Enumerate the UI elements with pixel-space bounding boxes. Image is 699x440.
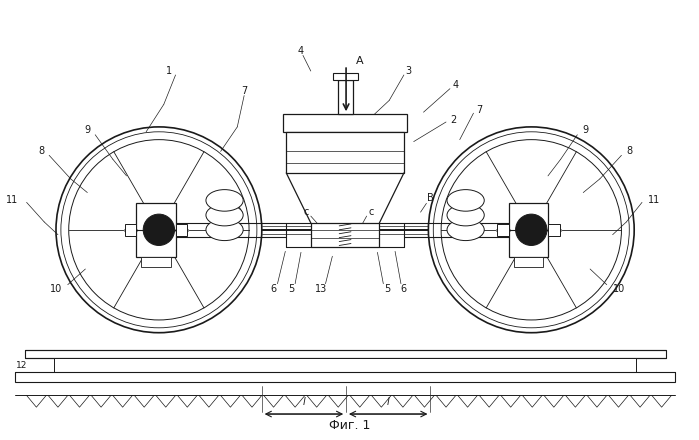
Bar bbox=[136, 203, 175, 257]
Bar bbox=[333, 73, 358, 80]
Circle shape bbox=[516, 214, 547, 246]
Text: 8: 8 bbox=[38, 147, 44, 156]
Bar bbox=[287, 132, 404, 173]
Text: 1: 1 bbox=[166, 66, 172, 76]
Bar bbox=[24, 350, 665, 358]
Text: A: A bbox=[356, 56, 363, 66]
Text: 11: 11 bbox=[6, 195, 18, 205]
Text: 9: 9 bbox=[582, 125, 589, 135]
Ellipse shape bbox=[206, 204, 243, 226]
Circle shape bbox=[143, 214, 175, 246]
Bar bbox=[338, 80, 353, 114]
Text: B: B bbox=[427, 194, 433, 203]
Bar bbox=[124, 224, 136, 236]
Ellipse shape bbox=[206, 190, 243, 211]
Text: 9: 9 bbox=[85, 125, 90, 135]
Text: 6: 6 bbox=[401, 284, 407, 293]
Ellipse shape bbox=[447, 219, 484, 241]
Text: 4: 4 bbox=[298, 47, 304, 56]
Ellipse shape bbox=[206, 219, 243, 241]
Text: 5: 5 bbox=[288, 284, 294, 293]
Bar bbox=[141, 257, 171, 267]
Text: 13: 13 bbox=[315, 284, 326, 293]
Text: Фиг. 1: Фиг. 1 bbox=[329, 419, 370, 432]
Text: 10: 10 bbox=[50, 284, 62, 293]
Bar bbox=[514, 257, 543, 267]
Bar bbox=[54, 358, 636, 372]
Text: 11: 11 bbox=[648, 195, 660, 205]
Circle shape bbox=[517, 216, 545, 243]
Text: 12: 12 bbox=[16, 360, 27, 370]
Text: l: l bbox=[387, 397, 389, 407]
Bar bbox=[15, 372, 675, 381]
Text: 8: 8 bbox=[626, 147, 633, 156]
Ellipse shape bbox=[447, 204, 484, 226]
Text: 6: 6 bbox=[271, 284, 277, 293]
Bar bbox=[509, 203, 548, 257]
Text: 4: 4 bbox=[453, 80, 459, 90]
Bar bbox=[311, 223, 380, 247]
Circle shape bbox=[145, 216, 173, 243]
Ellipse shape bbox=[447, 190, 484, 211]
Bar bbox=[497, 224, 509, 236]
Text: l: l bbox=[303, 397, 305, 407]
Text: 2: 2 bbox=[449, 115, 456, 125]
Text: 7: 7 bbox=[241, 86, 247, 95]
Text: 10: 10 bbox=[613, 284, 626, 293]
Text: c: c bbox=[369, 207, 374, 217]
Bar bbox=[283, 114, 407, 132]
Bar bbox=[175, 224, 187, 236]
Text: c: c bbox=[303, 207, 308, 217]
Text: 3: 3 bbox=[405, 66, 412, 76]
Bar bbox=[548, 224, 560, 236]
Text: B: B bbox=[229, 194, 236, 203]
Text: 7: 7 bbox=[476, 105, 482, 115]
Text: 5: 5 bbox=[384, 284, 390, 293]
